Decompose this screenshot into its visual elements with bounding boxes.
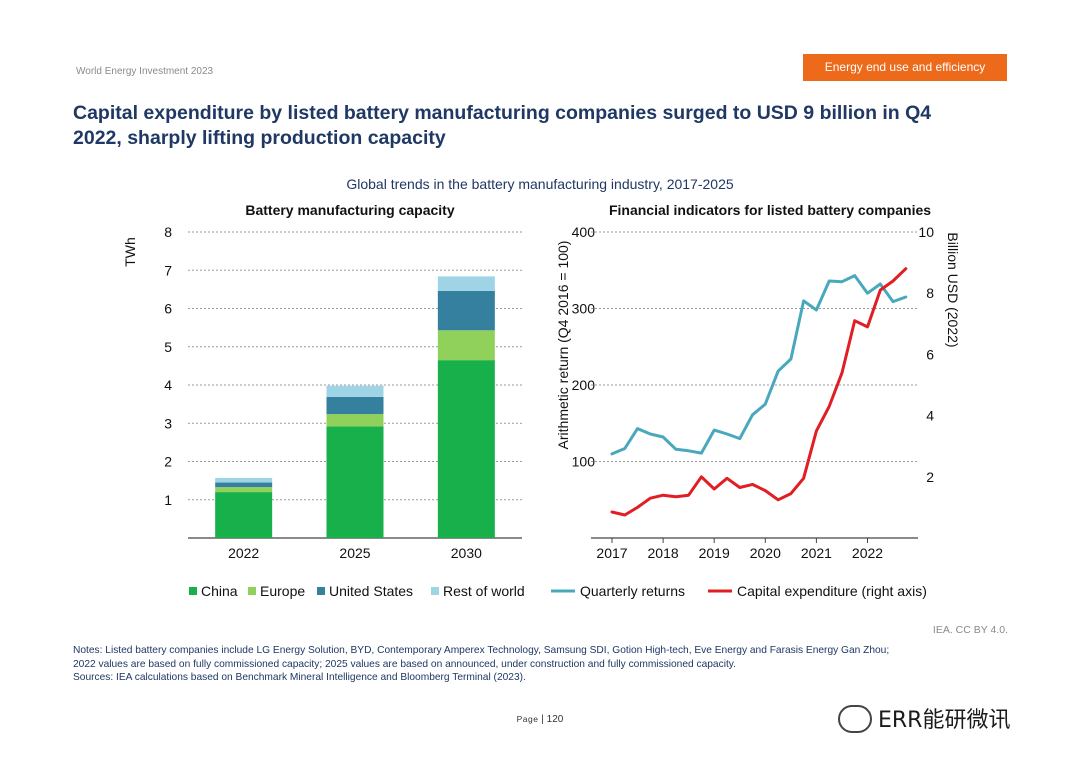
notes-line-1: Notes: Listed battery companies include … (73, 645, 890, 656)
line-chart-x-tick: 2018 (648, 545, 679, 561)
credit-line: IEA. CC BY 4.0. (932, 624, 1008, 636)
series-line-quarterly-returns (610, 274, 908, 456)
bar-chart-y-label: TWh (122, 237, 138, 267)
series-line-capital-expenditure (610, 267, 908, 517)
figure-title: Global trends in the battery manufacturi… (346, 176, 734, 192)
line-chart-x-tick: 2017 (596, 545, 627, 561)
section-tag[interactable]: Energy end use and efficiency (803, 54, 1007, 81)
line-chart-x-tick: 2019 (699, 545, 730, 561)
bar-segment-rest-of-world (326, 385, 384, 397)
line-chart-title: Financial indicators for listed battery … (609, 202, 931, 218)
line-chart-x-tick: 2020 (750, 545, 781, 561)
chat-bubble-icon (838, 705, 872, 733)
line-chart-y-tick: 300 (572, 301, 596, 317)
legend-label: China (201, 583, 238, 599)
bar-chart-x-tick: 2025 (339, 545, 370, 561)
line-chart-x-tick: 2021 (801, 545, 832, 561)
bar-chart-x-tick: 2030 (451, 545, 482, 561)
bar-chart-y-tick: 1 (164, 492, 172, 508)
bar-chart-y-tick: 2 (164, 454, 172, 470)
line-chart-y-label: Arithmetic return (Q4 2016 = 100) (555, 241, 571, 450)
sources-line: Sources: IEA calculations based on Bench… (73, 672, 526, 683)
bar-chart-title: Battery manufacturing capacity (245, 202, 454, 218)
legend-swatch (189, 587, 197, 595)
bar-chart-y-tick: 6 (164, 301, 172, 317)
page-prefix: Page (516, 714, 539, 724)
line-chart-y2-tick: 2 (926, 469, 934, 485)
page-headline: Capital expenditure by listed battery ma… (73, 102, 932, 149)
line-chart-y2-label: Billion USD (2022) (945, 232, 961, 347)
line-chart-y-tick: 400 (572, 224, 596, 240)
legend-label: Europe (260, 583, 305, 599)
bar-segment-rest-of-world (215, 477, 273, 483)
notes-line-2: 2022 values are based on fully commissio… (73, 658, 736, 670)
watermark-text: ERR能研微讯 (878, 708, 1011, 733)
bar-segment-europe (215, 487, 273, 493)
line-chart-y2-tick: 6 (926, 346, 934, 362)
watermark: ERR能研微讯 (838, 702, 1010, 735)
bar-segment-united-states (326, 396, 384, 415)
legend-swatch (248, 587, 256, 595)
line-chart-x-tick: 2022 (852, 545, 883, 561)
bar-segment-china (437, 360, 495, 538)
bar-chart-y-tick: 3 (164, 415, 172, 431)
bar-segment-rest-of-world (437, 276, 495, 291)
report-title: World Energy Investment 2023 (76, 66, 214, 77)
legend-label: Capital expenditure (right axis) (737, 583, 927, 599)
legend-swatch (431, 587, 439, 595)
bar-segment-united-states (437, 290, 495, 331)
legend-label: United States (329, 583, 413, 599)
bar-chart-y-tick: 5 (164, 339, 172, 355)
bar-chart-y-tick: 8 (164, 224, 172, 240)
page-number-value: 120 (546, 714, 564, 725)
bar-chart-y-tick: 4 (164, 377, 172, 393)
line-chart-y-tick: 200 (572, 377, 596, 393)
line-chart-y2-tick: 10 (918, 224, 934, 240)
bar-chart-y-tick: 7 (164, 262, 172, 278)
bar-chart-x-tick: 2022 (228, 545, 259, 561)
bar-segment-europe (437, 330, 495, 361)
bar-segment-china (326, 426, 384, 538)
line-chart-y-tick: 100 (572, 454, 596, 470)
notes-block: Notes: Listed battery companies include … (73, 644, 1033, 685)
page-number: Page | 120 (516, 714, 564, 725)
legend-label: Quarterly returns (580, 583, 685, 599)
line-chart-y2-tick: 4 (926, 408, 934, 424)
bar-segment-china (215, 492, 273, 538)
legend-label: Rest of world (443, 583, 525, 599)
bar-segment-united-states (215, 482, 273, 488)
legend-swatch (317, 587, 325, 595)
line-chart-y2-tick: 8 (926, 285, 934, 301)
bar-segment-europe (326, 414, 384, 427)
